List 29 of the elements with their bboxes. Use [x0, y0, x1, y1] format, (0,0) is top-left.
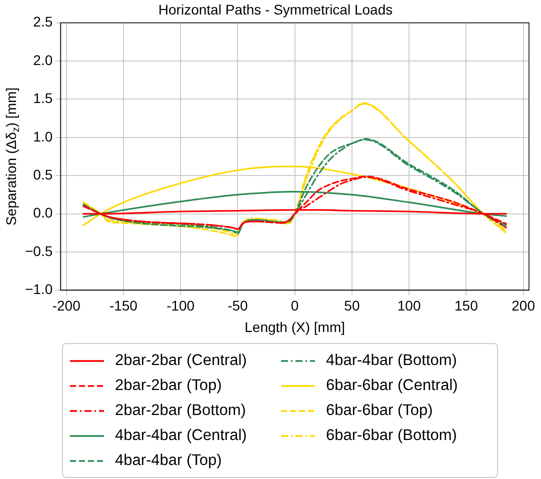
- y-tick-label: −1.0: [24, 281, 53, 298]
- y-tick-label: 2.5: [33, 14, 53, 30]
- legend-label: 4bar-4bar (Bottom): [326, 352, 457, 370]
- legend-label: 2bar-2bar (Top): [115, 376, 222, 394]
- x-tick-label: -150: [109, 297, 138, 314]
- legend-label: 2bar-2bar (Bottom): [115, 402, 246, 420]
- y-tick-label: 2.0: [33, 52, 53, 68]
- chart-title: Horizontal Paths - Symmetrical Loads: [158, 1, 393, 18]
- legend-label: 4bar-4bar (Central): [115, 426, 247, 444]
- x-tick-label: 50: [344, 297, 360, 314]
- y-tick-label: 0.5: [33, 166, 53, 182]
- legend-label: 4bar-4bar (Top): [115, 452, 222, 470]
- x-axis-title: Length (X) [mm]: [244, 318, 346, 335]
- x-tick-label: 0: [290, 297, 299, 314]
- legend-label: 6bar-6bar (Central): [326, 376, 458, 394]
- x-tick-label: -50: [228, 297, 248, 314]
- y-tick-label: 1.5: [33, 90, 53, 106]
- legend-label: 6bar-6bar (Bottom): [326, 426, 457, 444]
- legend-label: 2bar-2bar (Central): [115, 352, 247, 370]
- x-tick-label: -100: [166, 297, 195, 314]
- x-tick-label: -200: [52, 297, 81, 314]
- y-tick-label: 1.0: [33, 128, 53, 144]
- y-tick-label: 0.0: [33, 204, 53, 221]
- legend-label: 6bar-6bar (Top): [326, 402, 433, 420]
- x-tick-label: 150: [454, 297, 478, 314]
- x-tick-label: 100: [397, 297, 421, 314]
- x-tick-label: 200: [512, 297, 536, 314]
- y-axis-title: Separation (Δδz) [mm]: [2, 87, 22, 226]
- y-tick-label: −0.5: [24, 242, 53, 259]
